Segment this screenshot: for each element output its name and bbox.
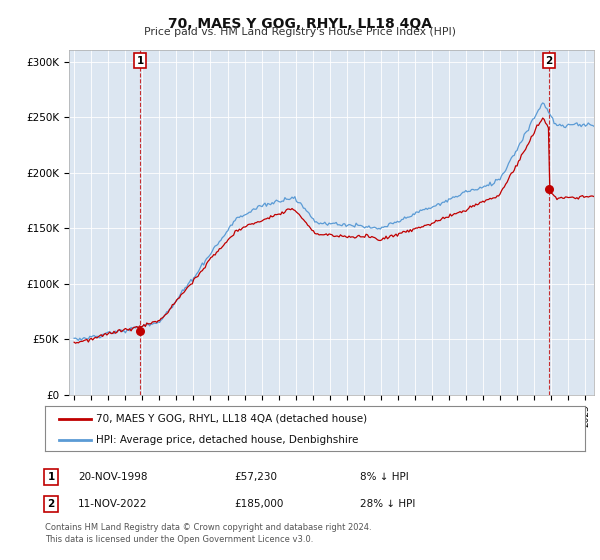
Text: 70, MAES Y GOG, RHYL, LL18 4QA: 70, MAES Y GOG, RHYL, LL18 4QA bbox=[168, 17, 432, 31]
Text: 70, MAES Y GOG, RHYL, LL18 4QA (detached house): 70, MAES Y GOG, RHYL, LL18 4QA (detached… bbox=[96, 413, 367, 423]
Point bbox=[136, 326, 145, 335]
Text: £185,000: £185,000 bbox=[234, 499, 283, 509]
Text: 2: 2 bbox=[545, 55, 553, 66]
Text: This data is licensed under the Open Government Licence v3.0.: This data is licensed under the Open Gov… bbox=[45, 535, 313, 544]
Text: £57,230: £57,230 bbox=[234, 472, 277, 482]
Text: Price paid vs. HM Land Registry's House Price Index (HPI): Price paid vs. HM Land Registry's House … bbox=[144, 27, 456, 37]
Text: 2: 2 bbox=[47, 499, 55, 509]
Text: HPI: Average price, detached house, Denbighshire: HPI: Average price, detached house, Denb… bbox=[96, 435, 359, 445]
Text: 1: 1 bbox=[47, 472, 55, 482]
Point bbox=[544, 185, 554, 194]
Text: Contains HM Land Registry data © Crown copyright and database right 2024.: Contains HM Land Registry data © Crown c… bbox=[45, 523, 371, 532]
Text: 11-NOV-2022: 11-NOV-2022 bbox=[78, 499, 148, 509]
Text: 1: 1 bbox=[137, 55, 144, 66]
Text: 8% ↓ HPI: 8% ↓ HPI bbox=[360, 472, 409, 482]
Text: 28% ↓ HPI: 28% ↓ HPI bbox=[360, 499, 415, 509]
Text: 20-NOV-1998: 20-NOV-1998 bbox=[78, 472, 148, 482]
